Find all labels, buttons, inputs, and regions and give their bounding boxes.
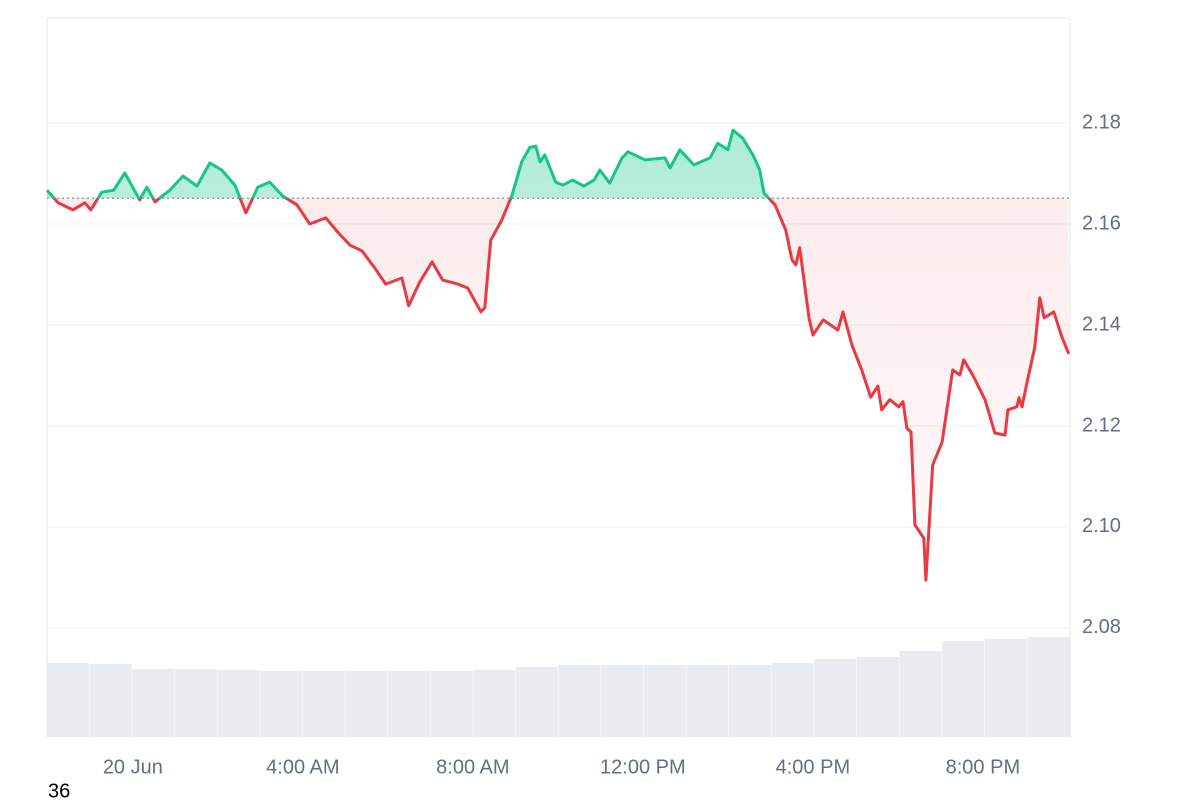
volume-bar — [984, 639, 1027, 737]
volume-bar — [942, 641, 985, 737]
volume-bar — [430, 671, 473, 737]
y-tick-label: 2.08 — [1082, 616, 1121, 638]
corner-label: 36 — [48, 780, 70, 800]
x-tick-label: 8:00 AM — [436, 756, 509, 778]
volume-bar — [515, 667, 558, 737]
x-tick-label: 20 Jun — [103, 756, 163, 778]
volume-bar — [345, 671, 388, 737]
volume-bar — [473, 670, 516, 737]
volume-bar — [260, 671, 303, 737]
volume-bar — [132, 669, 175, 737]
volume-bar — [856, 657, 899, 737]
y-tick-label: 2.10 — [1082, 515, 1121, 537]
volume-bar — [302, 671, 345, 737]
x-tick-label: 4:00 PM — [776, 756, 850, 778]
y-tick-label: 2.16 — [1082, 212, 1121, 234]
volume-bar — [558, 665, 601, 737]
volume-bar — [1027, 637, 1070, 737]
volume-bar — [601, 665, 644, 737]
volume-bar — [47, 663, 90, 737]
price-line — [45, 128, 1071, 582]
volume-bar — [686, 665, 729, 737]
volume-bar — [814, 659, 857, 737]
x-tick-label: 12:00 PM — [600, 756, 686, 778]
x-tick-label: 8:00 PM — [946, 756, 1020, 778]
volume-bar — [89, 664, 132, 737]
volume-bar — [729, 665, 772, 737]
volume-bar — [771, 663, 814, 737]
area-fill — [47, 130, 1069, 580]
volume-bar — [217, 670, 260, 737]
plot-under — [47, 122, 1070, 737]
volume-bar — [174, 669, 217, 737]
volume-bar — [899, 651, 942, 737]
volume-bar — [643, 665, 686, 737]
y-tick-label: 2.14 — [1082, 313, 1121, 335]
x-tick-label: 4:00 AM — [266, 756, 339, 778]
volume-bar — [388, 671, 431, 737]
y-tick-label: 2.12 — [1082, 414, 1121, 436]
y-tick-label: 2.18 — [1082, 111, 1121, 133]
